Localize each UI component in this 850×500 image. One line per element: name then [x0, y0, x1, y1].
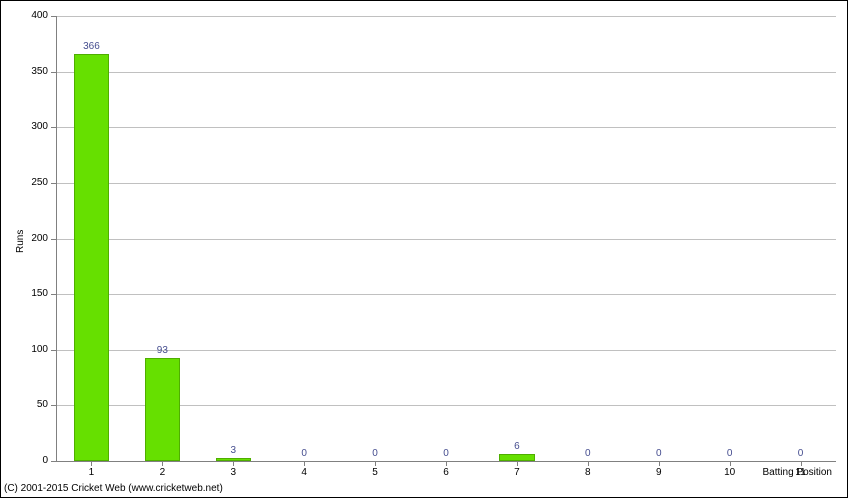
x-tick	[588, 461, 589, 466]
bar-value-label: 6	[497, 441, 537, 452]
bar-value-label: 0	[710, 448, 750, 459]
x-tick-label: 5	[360, 467, 390, 478]
y-tick-label: 0	[8, 455, 48, 466]
x-tick	[801, 461, 802, 466]
x-tick	[304, 461, 305, 466]
x-tick	[446, 461, 447, 466]
bar-value-label: 93	[142, 345, 182, 356]
bar-value-label: 0	[781, 448, 821, 459]
x-tick	[659, 461, 660, 466]
y-axis-label: Runs	[15, 229, 26, 252]
x-tick	[517, 461, 518, 466]
x-tick-label: 3	[218, 467, 248, 478]
x-tick-label: 1	[76, 467, 106, 478]
gridline	[56, 183, 836, 184]
gridline	[56, 16, 836, 17]
x-tick	[233, 461, 234, 466]
bar-value-label: 0	[426, 448, 466, 459]
bar-value-label: 3	[213, 445, 253, 456]
x-tick-label: 4	[289, 467, 319, 478]
gridline	[56, 294, 836, 295]
x-tick-label: 8	[573, 467, 603, 478]
y-tick-label: 50	[8, 399, 48, 410]
x-tick-label: 7	[502, 467, 532, 478]
x-tick-label: 10	[715, 467, 745, 478]
bar	[145, 358, 180, 461]
x-tick-label: 6	[431, 467, 461, 478]
gridline	[56, 239, 836, 240]
copyright-text: (C) 2001-2015 Cricket Web (www.cricketwe…	[4, 483, 223, 494]
x-tick	[91, 461, 92, 466]
x-tick	[162, 461, 163, 466]
y-axis	[56, 16, 57, 461]
plot-area: 0501001502002503003504003661932330405066…	[56, 16, 836, 461]
y-tick-label: 350	[8, 66, 48, 77]
x-tick	[375, 461, 376, 466]
x-tick-label: 2	[147, 467, 177, 478]
y-tick-label: 300	[8, 121, 48, 132]
bar-value-label: 0	[355, 448, 395, 459]
bar-value-label: 0	[568, 448, 608, 459]
gridline	[56, 72, 836, 73]
x-axis-label: Batting Position	[763, 467, 833, 478]
bar-value-label: 0	[284, 448, 324, 459]
y-tick-label: 400	[8, 10, 48, 21]
bar-value-label: 0	[639, 448, 679, 459]
x-tick-label: 9	[644, 467, 674, 478]
chart-frame: 0501001502002503003504003661932330405066…	[0, 0, 848, 498]
bar	[74, 54, 109, 461]
bar-value-label: 366	[71, 41, 111, 52]
y-tick-label: 100	[8, 344, 48, 355]
bar	[499, 454, 534, 461]
x-tick	[730, 461, 731, 466]
y-tick-label: 150	[8, 288, 48, 299]
gridline	[56, 127, 836, 128]
y-tick-label: 200	[8, 233, 48, 244]
y-tick-label: 250	[8, 177, 48, 188]
